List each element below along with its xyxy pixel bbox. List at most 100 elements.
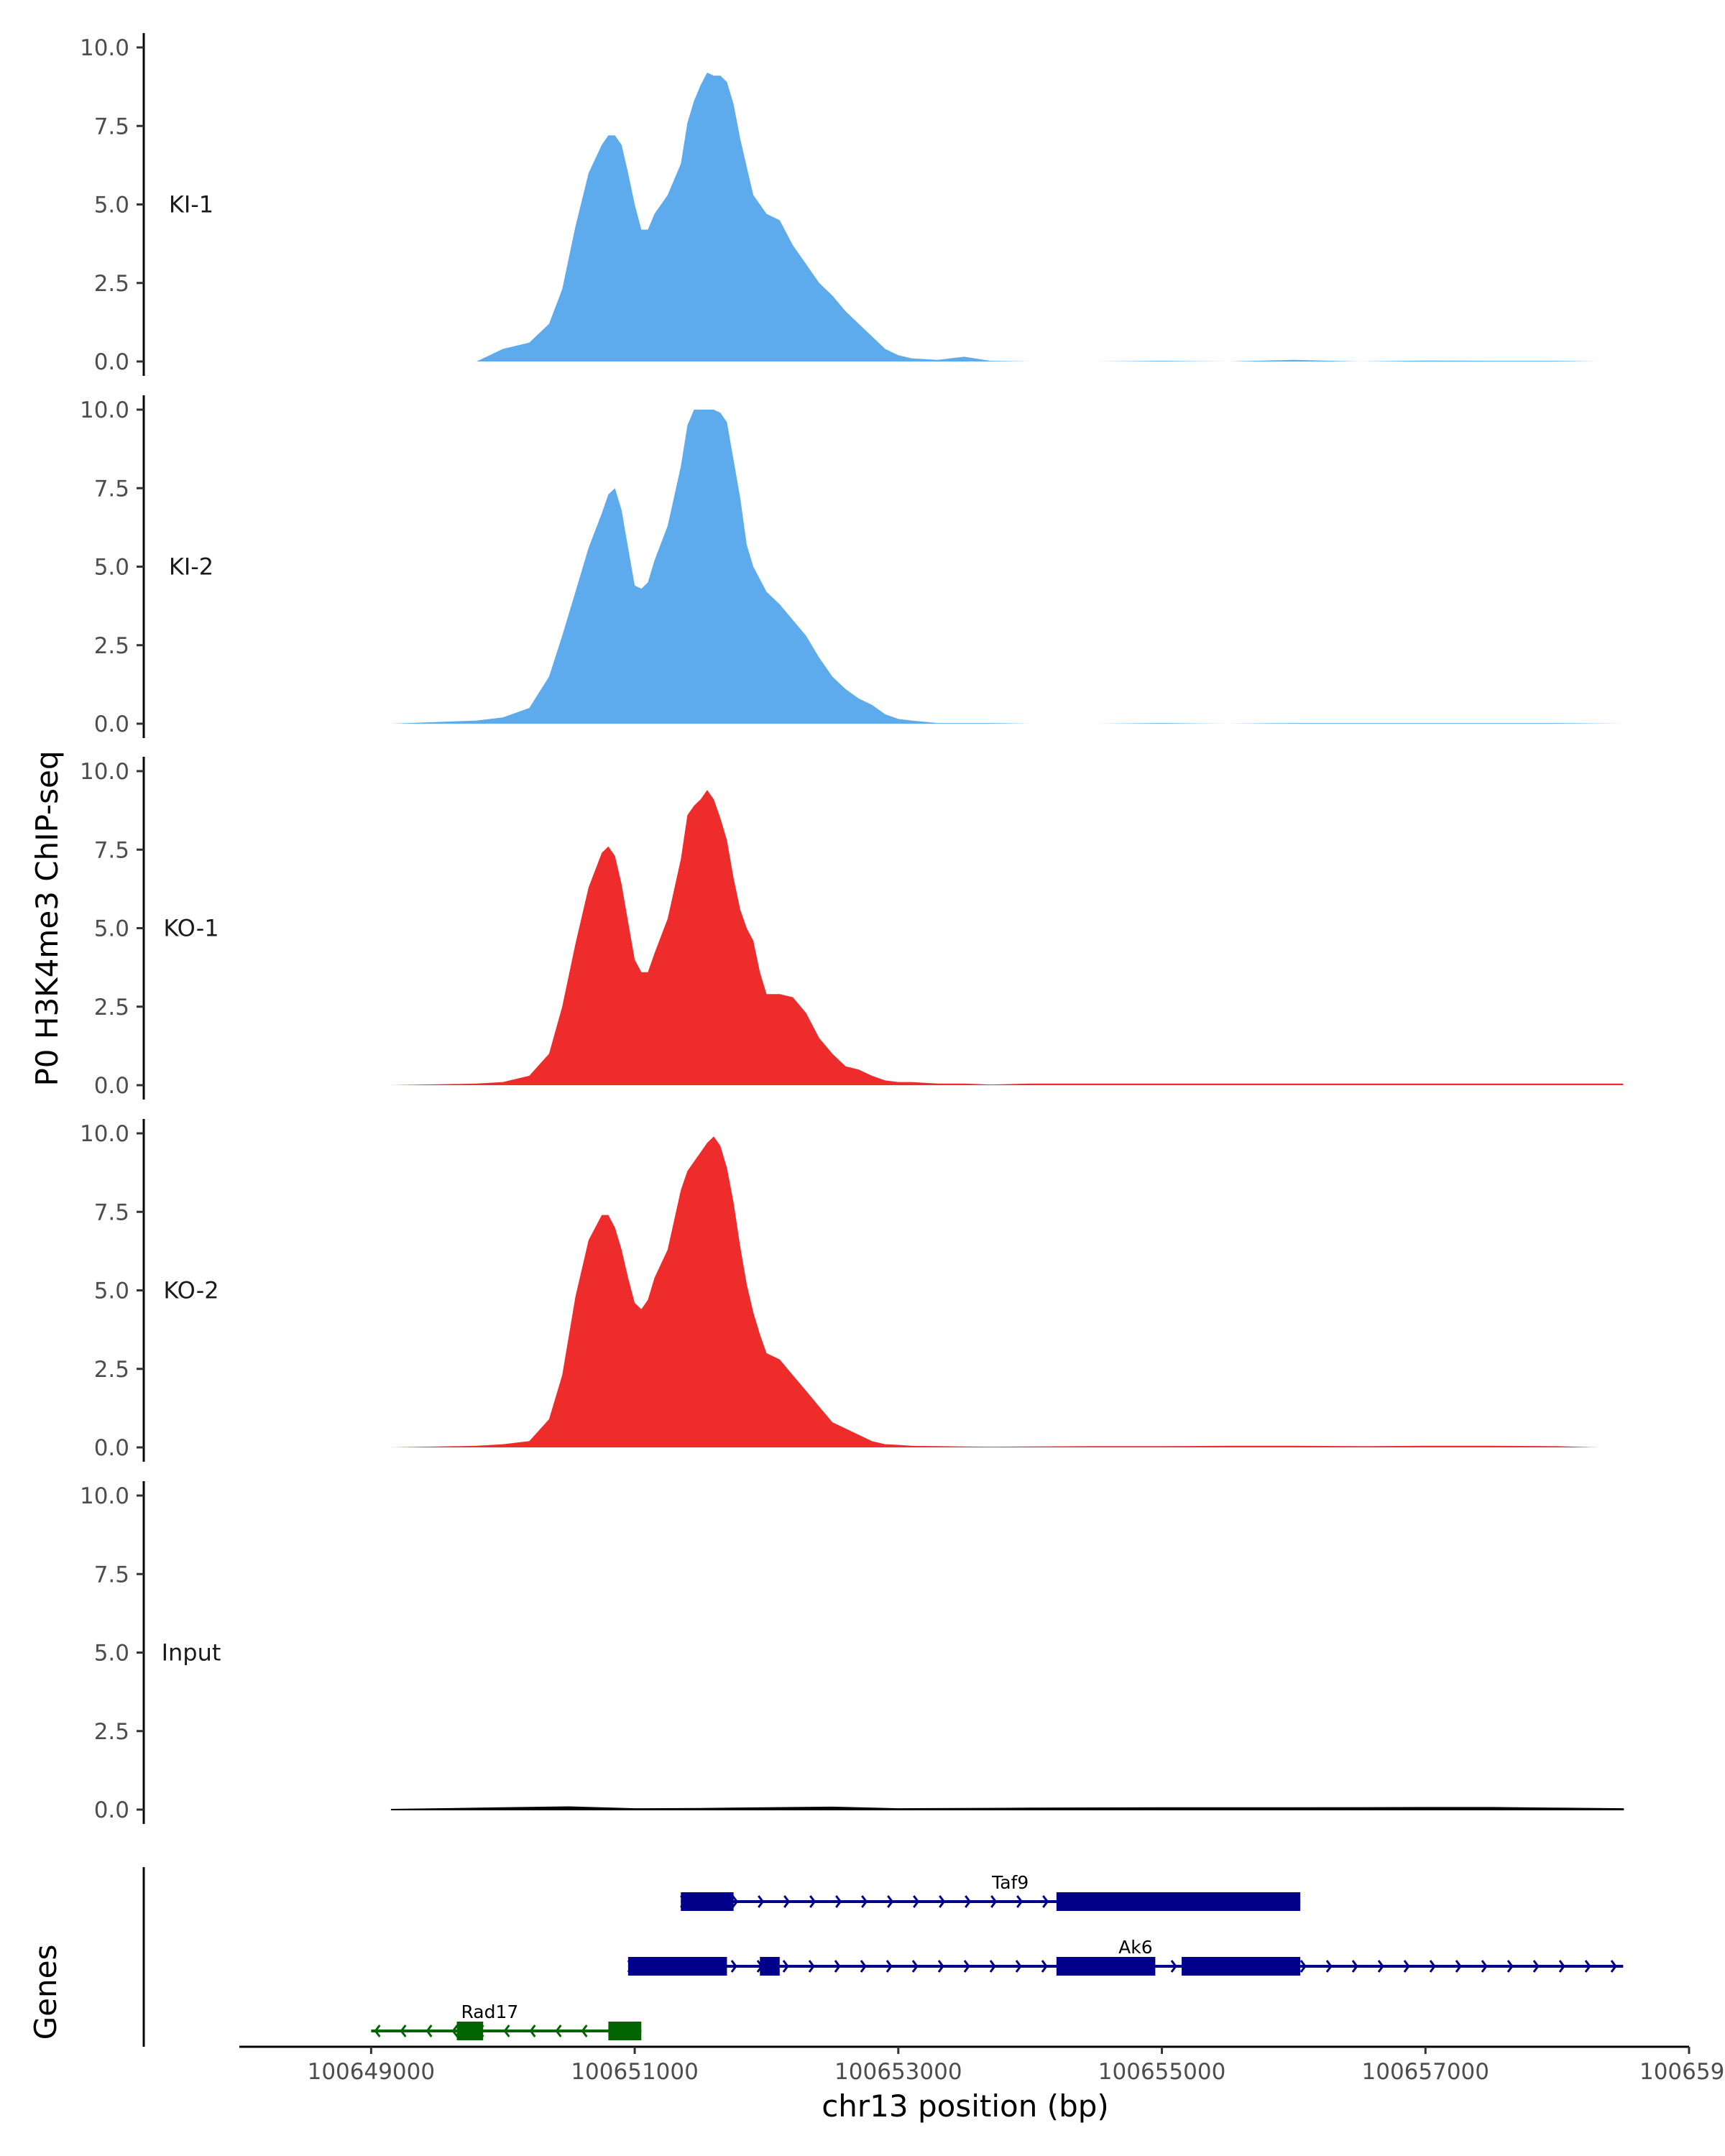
tracks-layer: 0.0 2.5 5.0 7.5 10.0 KI-1 0.0 2.5 5.0 7.5 10.0 KI-2…	[80, 33, 1624, 1824]
strand-arrow	[911, 1960, 919, 1973]
x-tick-label: 100653000	[834, 2059, 962, 2085]
y-tick-label: 5.0	[94, 916, 129, 942]
strand-arrow	[555, 2024, 562, 2037]
y-tick-label: 10.0	[80, 1483, 129, 1509]
strand-arrow	[783, 1895, 791, 1908]
strand-arrow	[834, 1960, 841, 1973]
strand-arrow	[1377, 1960, 1384, 1973]
strand-arrow	[1041, 1960, 1048, 1973]
strand-arrow	[1610, 1960, 1617, 1973]
y-tick-label: 10.0	[80, 397, 129, 423]
gene-exon	[760, 1957, 780, 1976]
strand-arrow	[989, 1960, 996, 1973]
x-tick-label: 100657000	[1362, 2059, 1490, 2085]
y-tick-label: 2.5	[94, 995, 129, 1021]
strand-arrow	[963, 1960, 970, 1973]
signal-area-KO-2	[390, 1136, 1597, 1447]
strand-arrow	[1015, 1960, 1022, 1973]
signal-area-KO-1	[390, 790, 1624, 1085]
strand-arrow	[861, 1895, 868, 1908]
strand-arrow	[1300, 1960, 1307, 1973]
strand-arrow	[1532, 1960, 1540, 1973]
strand-arrow	[400, 2024, 407, 2037]
strand-arrow	[1455, 1960, 1462, 1973]
strand-arrow	[886, 1960, 893, 1973]
strand-arrow	[503, 2024, 510, 2037]
y-tick-label: 0.0	[94, 1073, 129, 1099]
strand-arrow	[990, 1895, 998, 1908]
strand-arrow	[1351, 1960, 1358, 1973]
gene-exon	[681, 1892, 734, 1911]
gene-model-Ak6: Ak6	[627, 1937, 1624, 1976]
y-tick-label: 0.0	[94, 711, 129, 737]
track-panel-KI-1: 0.0 2.5 5.0 7.5 10.0 KI-1	[80, 33, 1597, 376]
gene-label: Taf9	[991, 1872, 1029, 1893]
strand-arrow	[730, 1960, 737, 1973]
gene-exon	[456, 2022, 484, 2040]
x-tick-label: 100655000	[1098, 2059, 1226, 2085]
strand-arrow	[426, 2024, 433, 2037]
strand-arrow	[1429, 1960, 1436, 1973]
x-axis-title: chr13 position (bp)	[822, 2088, 1109, 2124]
y-tick-label: 2.5	[94, 1719, 129, 1745]
y-tick-label: 10.0	[80, 759, 129, 785]
gene-exon	[627, 1957, 727, 1976]
track-panel-Input: 0.0 2.5 5.0 7.5 10.0 Input	[80, 1481, 1624, 1824]
y-tick-label: 5.0	[94, 1279, 129, 1304]
strand-arrow	[887, 1895, 894, 1908]
strand-arrow	[939, 1895, 946, 1908]
y-tick-label: 2.5	[94, 1357, 129, 1383]
strand-arrow	[374, 2024, 381, 2037]
gene-model-Rad17: Rad17	[371, 2001, 642, 2040]
gene-model-Taf9: Taf9	[680, 1872, 1301, 1911]
track-label: Input	[162, 1639, 221, 1667]
gene-annotation-layer: Taf9 Ak6 Rad17	[142, 1867, 1624, 2047]
strand-arrow	[937, 1960, 944, 1973]
gene-label: Ak6	[1118, 1937, 1153, 1958]
strand-arrow	[1481, 1960, 1488, 1973]
y-tick-label: 5.0	[94, 555, 129, 581]
y-tick-label: 10.0	[80, 1121, 129, 1147]
track-panel-KO-1: 0.0 2.5 5.0 7.5 10.0 KO-1	[80, 757, 1624, 1100]
y-tick-label: 7.5	[94, 476, 129, 502]
y-tick-label: 5.0	[94, 1641, 129, 1667]
strand-arrow	[1042, 1895, 1049, 1908]
strand-arrow	[1506, 1960, 1514, 1973]
strand-arrow	[1325, 1960, 1333, 1973]
y-tick-label: 2.5	[94, 633, 129, 659]
y-tick-label: 0.0	[94, 1797, 129, 1823]
y-tick-label: 5.0	[94, 193, 129, 218]
strand-arrow	[758, 1895, 765, 1908]
y-tick-label: 10.0	[80, 35, 129, 61]
gene-exon	[1182, 1957, 1301, 1976]
gene-exon	[1056, 1892, 1301, 1911]
gene-label: Rad17	[461, 2001, 518, 2022]
gene-exon	[1056, 1957, 1156, 1976]
strand-arrow	[1016, 1895, 1024, 1908]
track-label: KO-1	[163, 915, 218, 942]
y-axis-title: P0 H3K4me3 ChIP-seq	[29, 750, 65, 1086]
track-label: KI-2	[169, 553, 213, 581]
y-tick-label: 2.5	[94, 271, 129, 297]
track-panel-KI-2: 0.0 2.5 5.0 7.5 10.0 KI-2	[80, 395, 1624, 738]
track-label: KO-2	[163, 1277, 218, 1304]
strand-arrow	[808, 1960, 815, 1973]
strand-arrow	[782, 1960, 789, 1973]
y-tick-label: 7.5	[94, 1562, 129, 1588]
x-tick-label: 100649000	[308, 2059, 436, 2085]
strand-arrow	[1403, 1960, 1410, 1973]
strand-arrow	[529, 2024, 536, 2037]
signal-area-KI-1	[390, 73, 1597, 361]
y-tick-label: 0.0	[94, 1435, 129, 1461]
y-tick-label: 0.0	[94, 349, 129, 375]
y-tick-label: 7.5	[94, 1199, 129, 1225]
strand-arrow	[913, 1895, 920, 1908]
track-panel-KO-2: 0.0 2.5 5.0 7.5 10.0 KO-2	[80, 1119, 1597, 1462]
genes-axis-title: Genes	[28, 1945, 63, 2040]
strand-arrow	[732, 1895, 739, 1908]
strand-arrow	[809, 1895, 816, 1908]
x-tick-label: 1006590	[1639, 2059, 1725, 2085]
strand-arrow	[451, 2024, 459, 2037]
signal-area-Input	[390, 1806, 1624, 1810]
